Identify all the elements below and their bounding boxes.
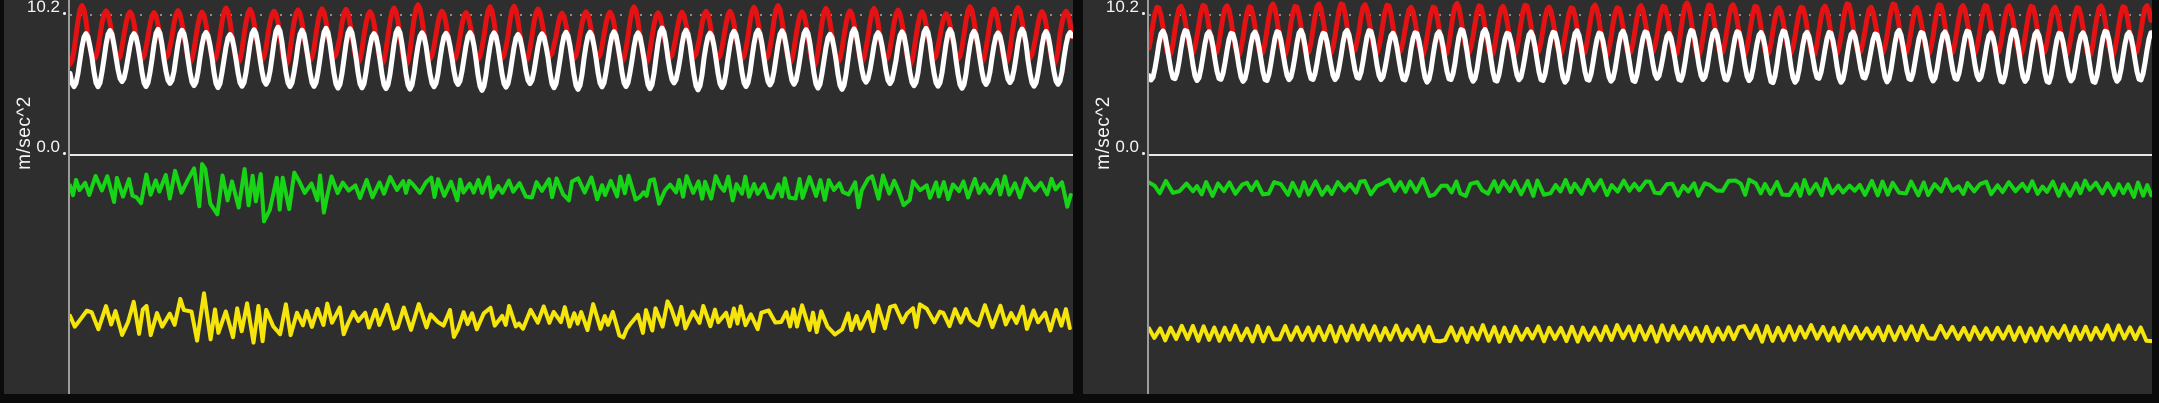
gridline-zero — [1149, 154, 2152, 156]
gridline-zero — [70, 154, 1073, 156]
gridline-max-dotted — [70, 14, 1073, 16]
tick-dot — [1142, 12, 1145, 15]
tick-dot — [63, 12, 66, 15]
green-wave — [1149, 177, 2152, 199]
waveform-plot-left[interactable] — [70, 0, 1073, 394]
y-axis-line — [68, 0, 70, 394]
gridline-max-dotted — [1149, 14, 2152, 16]
chart-panel-left[interactable]: m/sec^2 10.2 0.0 — [4, 0, 1073, 394]
chart-panel-right[interactable]: m/sec^2 10.2 0.0 — [1083, 0, 2152, 394]
yellow-wave — [70, 291, 1072, 345]
green-wave — [70, 162, 1073, 224]
y-tick-label-zero: 0.0 — [1115, 137, 1139, 156]
tick-dot — [63, 152, 66, 155]
y-axis-line — [1147, 0, 1149, 394]
yellow-wave — [1149, 323, 2152, 344]
white-wave — [1149, 27, 2152, 86]
white-wave — [70, 24, 1073, 93]
y-tick-label-zero: 0.0 — [36, 137, 60, 156]
y-tick-label-max: 10.2 — [26, 0, 60, 16]
y-tick-label-max: 10.2 — [1105, 0, 1139, 16]
y-axis-unit-label: m/sec^2 — [1093, 96, 1114, 170]
y-axis-unit-label: m/sec^2 — [14, 96, 35, 170]
tick-dot — [1142, 152, 1145, 155]
waveform-plot-right[interactable] — [1149, 0, 2152, 394]
